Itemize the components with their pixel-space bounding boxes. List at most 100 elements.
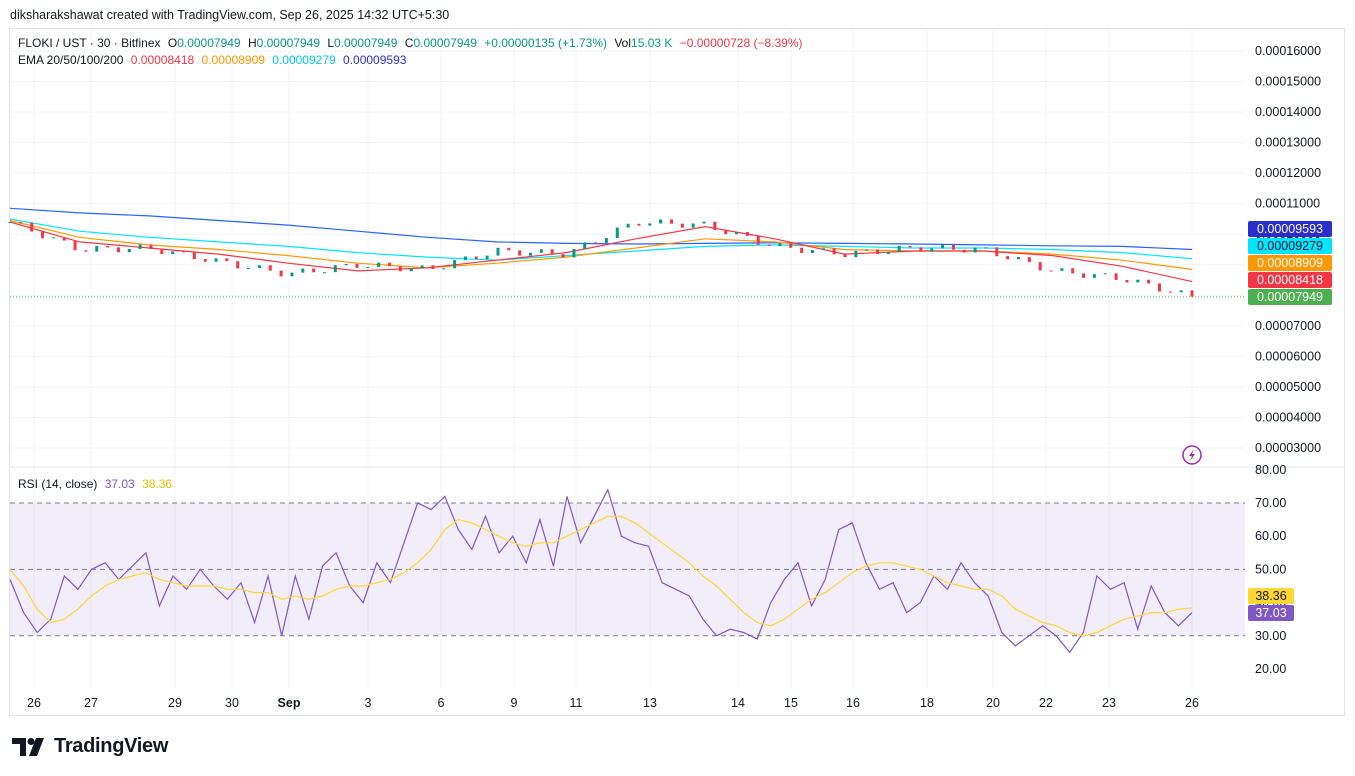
price-badge xyxy=(1248,255,1332,271)
rsi-ma-value: 38.36 xyxy=(142,477,173,491)
price-candle xyxy=(724,229,728,235)
change-value: +0.00000135 (+1.73%) xyxy=(484,36,607,50)
price-candle xyxy=(290,272,294,277)
time-tick-label: 23 xyxy=(1102,696,1116,710)
time-tick-label: 9 xyxy=(511,696,518,710)
price-candle xyxy=(604,238,608,243)
volume-label: Vol xyxy=(614,36,632,50)
price-candle xyxy=(344,263,348,266)
price-candle xyxy=(236,261,240,269)
price-candle xyxy=(1006,256,1010,260)
price-tick-label: 0.00012000 xyxy=(1255,166,1321,180)
close-value: 0.00007949 xyxy=(413,36,477,50)
price-candle xyxy=(941,244,945,249)
price-candle xyxy=(669,219,673,224)
rsi-tick-label: 30.00 xyxy=(1255,629,1286,643)
price-candle xyxy=(702,221,706,224)
price-candle xyxy=(529,252,533,256)
price-badge-label: 0.00008909 xyxy=(1257,256,1323,270)
price-candle xyxy=(388,262,392,267)
price-badge xyxy=(1248,238,1332,254)
price-candle xyxy=(756,235,760,245)
rsi-tick-label: 20.00 xyxy=(1255,662,1286,676)
price-candle xyxy=(810,250,814,254)
price-tick-label: 0.00005000 xyxy=(1255,380,1321,394)
price-candle xyxy=(832,248,836,255)
price-candle xyxy=(507,247,511,251)
lightning-icon xyxy=(1182,445,1202,465)
ema-line-20 xyxy=(9,221,1193,283)
price-candle xyxy=(518,250,522,256)
time-tick-label: 11 xyxy=(570,696,583,710)
rsi-label: RSI (14, close) xyxy=(18,477,98,491)
price-candle xyxy=(409,268,413,272)
ema-label: EMA 20/50/100/200 xyxy=(18,53,124,67)
price-candle xyxy=(648,223,652,226)
open-value: 0.00007949 xyxy=(177,36,241,50)
price-tick-label: 0.00016000 xyxy=(1255,44,1321,58)
ema50-value: 0.00008909 xyxy=(201,53,265,67)
price-candle xyxy=(73,240,77,251)
rsi-tick-label: 70.00 xyxy=(1255,496,1286,510)
price-badge-label: 0.00009593 xyxy=(1257,222,1323,236)
price-candle xyxy=(1147,279,1151,284)
price-candle xyxy=(420,265,424,269)
price-candle xyxy=(886,252,890,255)
price-candle xyxy=(973,247,977,253)
price-candle xyxy=(561,254,565,258)
chart-attribution: diksharakshawat created with TradingView… xyxy=(10,8,450,22)
ema-line-200 xyxy=(9,207,1193,251)
ema100-value: 0.00009279 xyxy=(272,53,336,67)
price-candle xyxy=(431,265,435,270)
price-candle xyxy=(789,243,793,248)
price-tick-label: 0.00014000 xyxy=(1255,105,1321,119)
price-candle xyxy=(1179,290,1183,293)
price-candle xyxy=(279,270,283,277)
low-value: 0.00007949 xyxy=(334,36,398,50)
price-candle xyxy=(247,268,251,270)
price-badge xyxy=(1248,272,1332,288)
price-candle xyxy=(51,237,55,239)
price-candle xyxy=(268,265,272,271)
rsi-badge-label: 38.36 xyxy=(1255,589,1286,603)
price-badge-label: 0.00009279 xyxy=(1257,239,1323,253)
high-label: H xyxy=(247,36,257,50)
price-candle xyxy=(626,223,630,228)
price-tick-label: 0.00004000 xyxy=(1255,410,1321,424)
price-candle xyxy=(735,232,739,235)
price-candle xyxy=(149,244,153,249)
rsi-legend[interactable]: RSI (14, close) 37.03 38.36 xyxy=(18,477,176,491)
price-candle xyxy=(301,268,305,273)
price-candle xyxy=(659,219,663,224)
price-candle xyxy=(1168,291,1172,293)
price-candle xyxy=(1016,257,1020,260)
price-candle xyxy=(572,249,576,258)
price-candle xyxy=(1136,279,1140,283)
close-label: C xyxy=(404,36,414,50)
rsi-badge xyxy=(1248,588,1294,604)
price-candle xyxy=(865,249,869,251)
rsi-tick-label: 60.00 xyxy=(1255,529,1286,543)
price-candle xyxy=(453,260,457,269)
price-candle xyxy=(19,222,23,224)
price-candle xyxy=(767,244,771,247)
price-candle xyxy=(951,244,955,250)
price-candle xyxy=(778,243,782,247)
price-tick-label: 0.00007000 xyxy=(1255,319,1321,333)
rsi-value: 37.03 xyxy=(104,477,135,491)
symbol-label[interactable]: FLOKI / UST · 30 · Bitfinex xyxy=(18,36,161,50)
price-candle xyxy=(355,263,359,268)
price-candle xyxy=(312,268,316,273)
price-badge-label: 0.00008418 xyxy=(1257,273,1323,287)
time-tick-label: 15 xyxy=(784,696,798,710)
volume-change: −0.00000728 (−8.39%) xyxy=(679,36,803,50)
time-tick-label: 20 xyxy=(986,696,1000,710)
price-candle xyxy=(680,223,684,228)
tradingview-logo[interactable]: TradingView xyxy=(12,735,168,758)
price-candle xyxy=(1049,270,1053,272)
ema-legend[interactable]: EMA 20/50/100/200 0.00008418 0.00008909 … xyxy=(18,53,410,67)
price-candle xyxy=(897,245,901,253)
price-candle xyxy=(225,258,229,262)
price-candle xyxy=(908,245,912,248)
